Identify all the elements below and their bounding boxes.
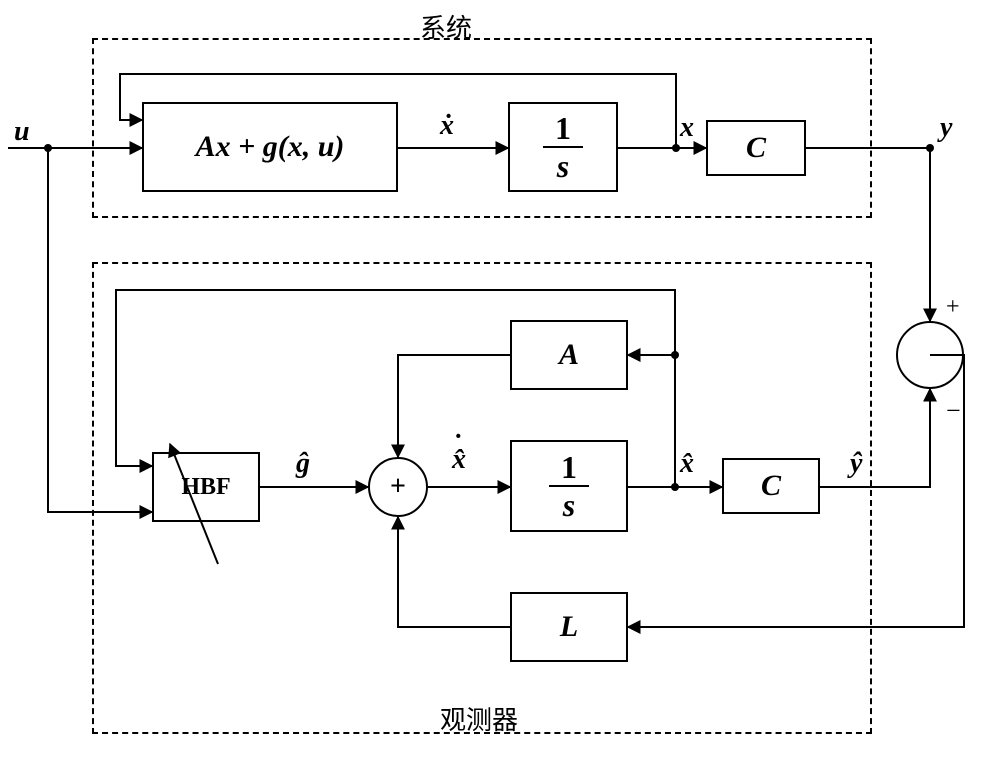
signal-xdot: ẋ: [440, 110, 454, 142]
int-bot-num: 1: [561, 451, 577, 483]
system-title: 系统: [420, 8, 472, 45]
int-top-num: 1: [555, 112, 571, 144]
block-integrator-bot: 1 s: [510, 440, 628, 532]
sum-plus-label: +: [390, 471, 406, 503]
block-c-bot-label: C: [761, 469, 781, 503]
sum-err-plus: +: [946, 294, 960, 321]
sum-junction-plus: +: [368, 457, 428, 517]
sum-err-minus: −: [946, 396, 961, 426]
block-l: L: [510, 592, 628, 662]
block-a-label: A: [559, 338, 579, 372]
block-hbf: HBF: [152, 452, 260, 522]
block-a: A: [510, 320, 628, 390]
block-integrator-top: 1 s: [508, 102, 618, 192]
diagram-canvas: 系统 观测器 Ax + g(x, u) 1 s C A HBF 1 s C L …: [0, 0, 1000, 766]
signal-y: y: [940, 112, 952, 144]
block-c-top: C: [706, 120, 806, 176]
observer-title: 观测器: [440, 700, 518, 737]
block-hbf-label: HBF: [181, 474, 230, 501]
block-system-label: Ax + g(x, u): [196, 130, 345, 164]
signal-xhat: x̂: [680, 448, 694, 480]
sum-junction-error: [896, 321, 964, 389]
int-top-den: s: [557, 150, 569, 182]
signal-u: u: [14, 116, 30, 148]
block-system-equation: Ax + g(x, u): [142, 102, 398, 192]
signal-xhatdot: x̂˙: [452, 444, 466, 476]
signal-ghat: ĝ: [296, 448, 310, 480]
signal-x: x: [680, 112, 694, 144]
block-l-label: L: [560, 610, 578, 644]
signal-yhat: ŷ: [850, 448, 862, 480]
int-bot-den: s: [563, 489, 575, 521]
block-c-top-label: C: [746, 131, 766, 165]
block-c-bot: C: [722, 458, 820, 514]
